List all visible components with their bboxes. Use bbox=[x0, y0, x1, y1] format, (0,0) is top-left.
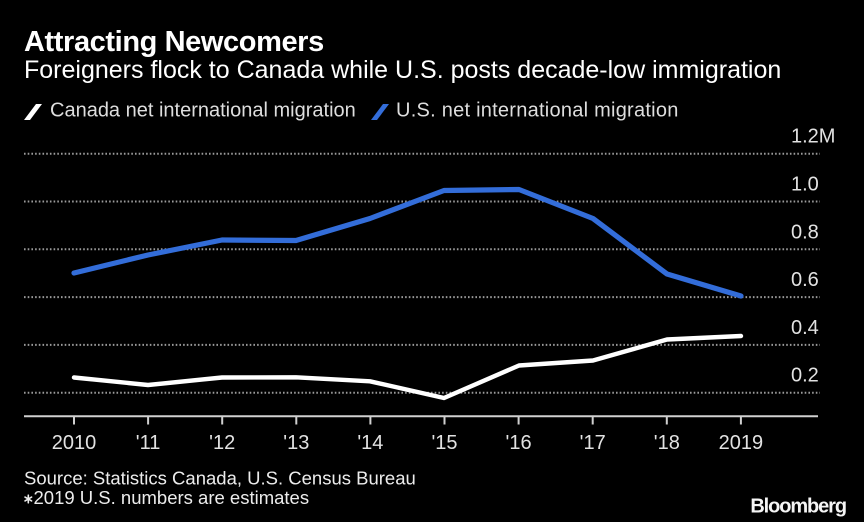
svg-text:'18: '18 bbox=[654, 432, 680, 454]
svg-text:0.2: 0.2 bbox=[791, 365, 819, 387]
svg-text:'15: '15 bbox=[431, 432, 457, 454]
svg-text:Foreigners flock to Canada whi: Foreigners flock to Canada while U.S. po… bbox=[24, 56, 781, 84]
svg-text:0.4: 0.4 bbox=[791, 317, 819, 339]
svg-text:'16: '16 bbox=[506, 432, 532, 454]
svg-text:0.8: 0.8 bbox=[791, 221, 819, 243]
svg-text:U.S. net international migrati: U.S. net international migration bbox=[396, 100, 679, 122]
svg-text:'12: '12 bbox=[209, 432, 235, 454]
svg-text:'14: '14 bbox=[357, 432, 383, 454]
svg-text:Source: Statistics Canada, U.S: Source: Statistics Canada, U.S. Census B… bbox=[24, 468, 416, 489]
svg-text:'11: '11 bbox=[136, 432, 161, 454]
svg-text:'17: '17 bbox=[580, 432, 606, 454]
svg-text:2010: 2010 bbox=[52, 432, 97, 454]
svg-text:0.6: 0.6 bbox=[791, 269, 819, 291]
svg-text:2019: 2019 bbox=[719, 432, 764, 454]
svg-text:1.0: 1.0 bbox=[791, 174, 819, 196]
svg-text:1.2M: 1.2M bbox=[791, 126, 835, 148]
svg-text:Attracting Newcomers: Attracting Newcomers bbox=[24, 26, 324, 58]
svg-text:'13: '13 bbox=[283, 432, 309, 454]
svg-text:Canada net international migra: Canada net international migration bbox=[50, 100, 356, 122]
svg-text:Bloomberg: Bloomberg bbox=[750, 496, 846, 518]
svg-text:2019 U.S. numbers are estimate: 2019 U.S. numbers are estimates bbox=[34, 487, 310, 508]
